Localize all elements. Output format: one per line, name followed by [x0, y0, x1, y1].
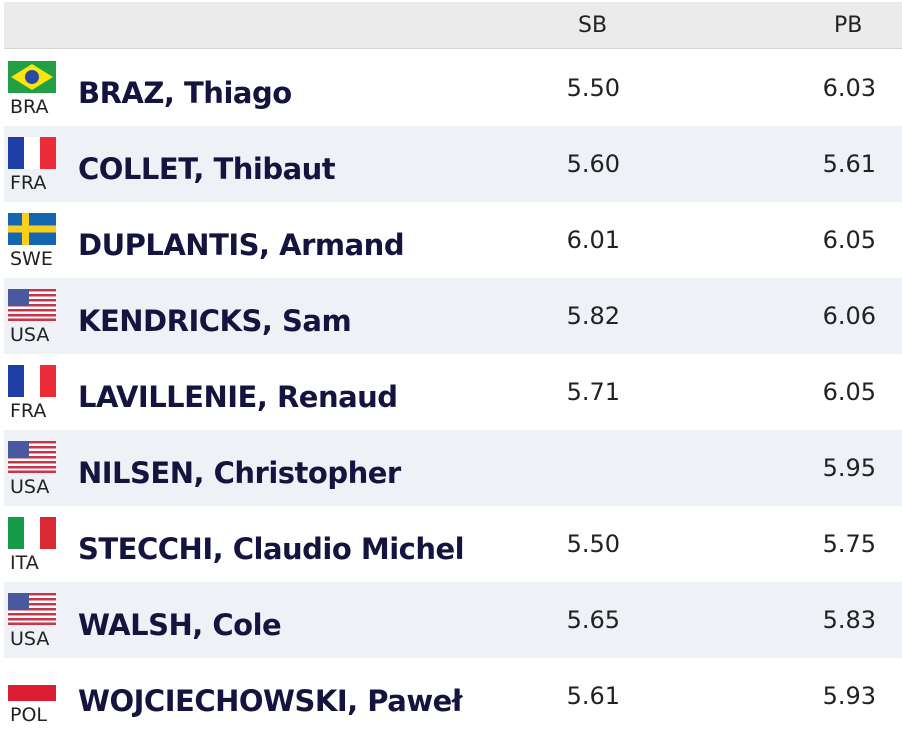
country-code: FRA [10, 172, 47, 194]
flag [8, 365, 56, 397]
country-code: POL [10, 704, 47, 726]
country-code: ITA [10, 552, 39, 574]
personal-best: 5.95 [822, 454, 876, 482]
athlete-name: WOJCIECHOWSKI, Paweł [78, 683, 463, 718]
personal-best: 5.75 [822, 530, 876, 558]
personal-best: 6.05 [822, 378, 876, 406]
athlete-row: USA KENDRICKS, Sam 5.82 6.06 [4, 278, 902, 354]
sb-header: SB [578, 13, 608, 38]
personal-best: 5.93 [822, 682, 876, 710]
athlete-row: FRA COLLET, Thibaut 5.60 5.61 [4, 126, 902, 202]
season-best: 5.60 [566, 150, 620, 178]
season-best: 5.65 [566, 606, 620, 634]
country-code: USA [10, 628, 50, 650]
flag [8, 517, 56, 549]
flag [8, 137, 56, 169]
athlete-row: FRA LAVILLENIE, Renaud 5.71 6.05 [4, 354, 902, 430]
season-best: 5.71 [566, 378, 620, 406]
athlete-name: BRAZ, Thiago [78, 75, 292, 110]
athlete-name: KENDRICKS, Sam [78, 303, 352, 338]
country-code: USA [10, 476, 50, 498]
flag [8, 289, 56, 321]
flag [8, 669, 56, 701]
athlete-row: BRA BRAZ, Thiago 5.50 6.03 [4, 50, 902, 126]
athlete-row: USA WALSH, Cole 5.65 5.83 [4, 582, 902, 658]
personal-best: 6.05 [822, 226, 876, 254]
athlete-row: USA NILSEN, Christopher 5.95 [4, 430, 902, 506]
personal-best: 6.03 [822, 74, 876, 102]
flag [8, 441, 56, 473]
country-code: BRA [10, 96, 49, 118]
season-best: 5.82 [566, 302, 620, 330]
athlete-name: WALSH, Cole [78, 607, 282, 642]
country-code: USA [10, 324, 50, 346]
athlete-name: NILSEN, Christopher [78, 455, 401, 490]
personal-best: 6.06 [822, 302, 876, 330]
athlete-row: ITA STECCHI, Claudio Michel 5.50 5.75 [4, 506, 902, 582]
country-code: FRA [10, 400, 47, 422]
season-best: 5.61 [566, 682, 620, 710]
flag [8, 61, 56, 93]
season-best: 6.01 [566, 226, 620, 254]
athlete-name: LAVILLENIE, Renaud [78, 379, 398, 414]
athlete-name: DUPLANTIS, Armand [78, 227, 405, 262]
athlete-row: POL WOJCIECHOWSKI, Paweł 5.61 5.93 [4, 658, 902, 734]
personal-best: 5.83 [822, 606, 876, 634]
athlete-name: COLLET, Thibaut [78, 151, 336, 186]
flag [8, 213, 56, 245]
table-header: SB PB [4, 2, 902, 49]
personal-best: 5.61 [822, 150, 876, 178]
season-best: 5.50 [566, 74, 620, 102]
athlete-name: STECCHI, Claudio Michel [78, 531, 465, 566]
athlete-row: SWE DUPLANTIS, Armand 6.01 6.05 [4, 202, 902, 278]
flag [8, 593, 56, 625]
pb-header: PB [834, 13, 863, 38]
season-best: 5.50 [566, 530, 620, 558]
country-code: SWE [10, 248, 53, 270]
